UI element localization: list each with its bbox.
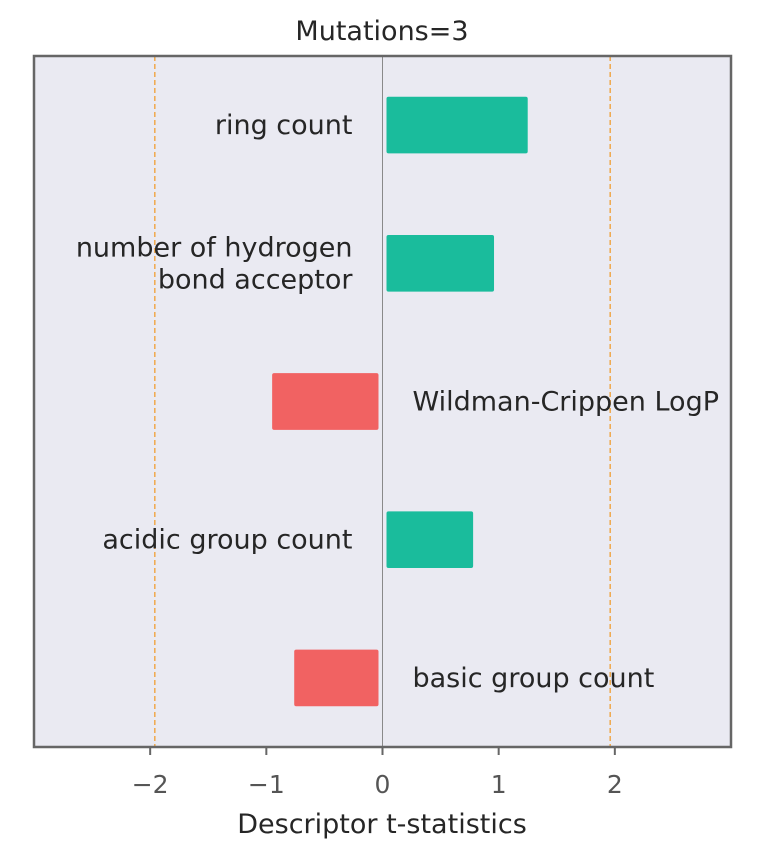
category-label-1: ring count bbox=[215, 110, 353, 141]
bar-3 bbox=[272, 373, 379, 430]
x-axis-label: Descriptor t-statistics bbox=[237, 809, 527, 840]
category-label-2: number of hydrogen bond acceptor bbox=[76, 232, 354, 295]
category-labels: ring count number of hydrogen bond accepto… bbox=[76, 110, 719, 694]
bar-5 bbox=[294, 649, 379, 707]
chart-title: Mutations=3 bbox=[295, 16, 468, 47]
bar-1 bbox=[386, 96, 528, 154]
bar-2 bbox=[386, 234, 495, 292]
threshold-lines bbox=[154, 56, 611, 747]
x-tick-label-3: 0 bbox=[375, 770, 391, 799]
x-tick-label-1: −2 bbox=[132, 770, 169, 799]
category-label-4: acidic group count bbox=[102, 525, 352, 556]
category-label-5: basic group count bbox=[413, 663, 655, 694]
bar-4 bbox=[386, 511, 474, 569]
x-tick-label-2: −1 bbox=[248, 770, 285, 799]
x-tick-label-5: 2 bbox=[607, 770, 623, 799]
category-label-3: Wildman-Crippen LogP bbox=[413, 387, 720, 418]
x-tick-label-4: 1 bbox=[491, 770, 507, 799]
bars bbox=[272, 96, 528, 707]
x-axis-ticks: −2 −1 0 1 2 bbox=[132, 747, 623, 799]
